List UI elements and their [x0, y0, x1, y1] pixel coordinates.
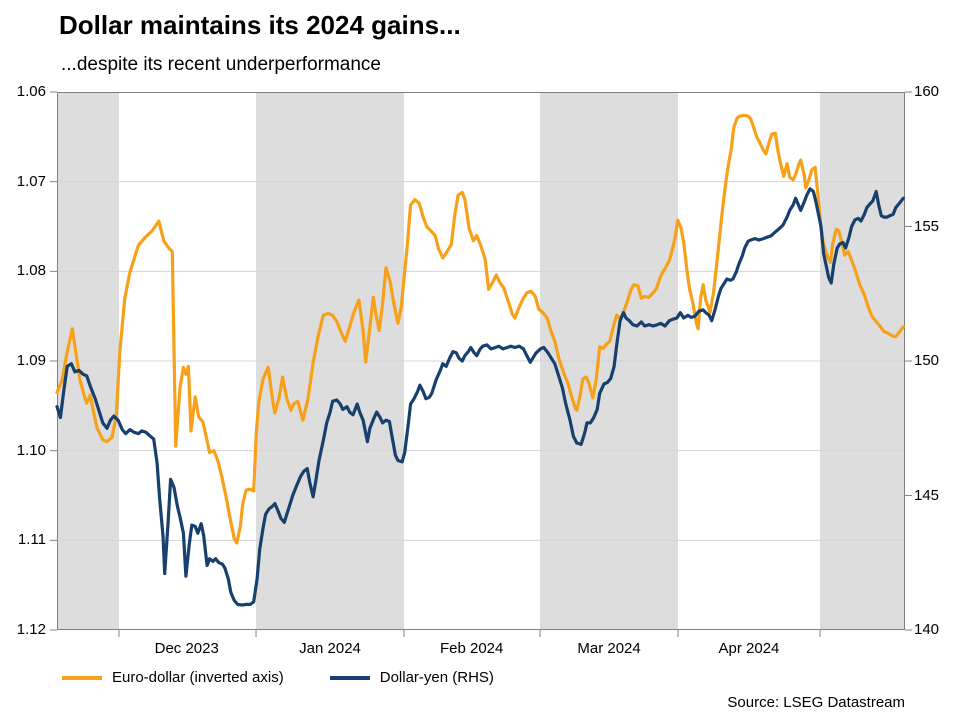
y-right-tick-label: 155	[914, 217, 940, 235]
legend-label: Euro-dollar (inverted axis)	[112, 669, 284, 686]
y-left-tick-label: 1.08	[16, 262, 46, 280]
y-left-tick-label: 1.09	[16, 352, 46, 369]
x-tick-label: Dec 2023	[154, 640, 219, 657]
series-line-dollar-yen	[55, 187, 905, 607]
series-line-euro-dollar	[55, 113, 905, 545]
legend-item: Euro-dollar (inverted axis)	[62, 669, 284, 686]
x-tick-label: Apr 2024	[718, 640, 780, 657]
legend-label: Dollar-yen (RHS)	[379, 669, 494, 686]
legend-line-swatch	[329, 675, 370, 680]
source-note: Source: LSEG Datastream	[727, 694, 905, 711]
chart-title: Dollar maintains its 2024 gains...	[59, 10, 461, 40]
legend-item: Dollar-yen (RHS)	[329, 669, 494, 686]
y-left-tick-label: 1.06	[16, 83, 46, 100]
y-right-tick-label: 140	[914, 621, 940, 638]
legend: Euro-dollar (inverted axis) Dollar-yen (R…	[62, 669, 494, 686]
chart-subtitle: ...despite its recent underperformance	[61, 54, 382, 75]
y-right-tick-label: 160	[914, 83, 940, 100]
plot-border	[57, 92, 905, 630]
x-tick-label: Jan 2024	[299, 640, 361, 657]
legend-line-swatch	[62, 675, 102, 680]
y-left-tick-label: 1.11	[17, 531, 46, 549]
x-tick-label: Feb 2024	[439, 640, 504, 657]
x-tick-label: Mar 2024	[577, 640, 641, 657]
y-left-tick-label: 1.10	[16, 441, 46, 459]
y-right-tick-label: 150	[914, 352, 940, 369]
plot-area	[50, 91, 912, 637]
y-left-tick-label: 1.07	[16, 172, 46, 190]
y-left-tick-label: 1.12	[16, 621, 46, 638]
y-right-tick-label: 145	[914, 486, 940, 504]
